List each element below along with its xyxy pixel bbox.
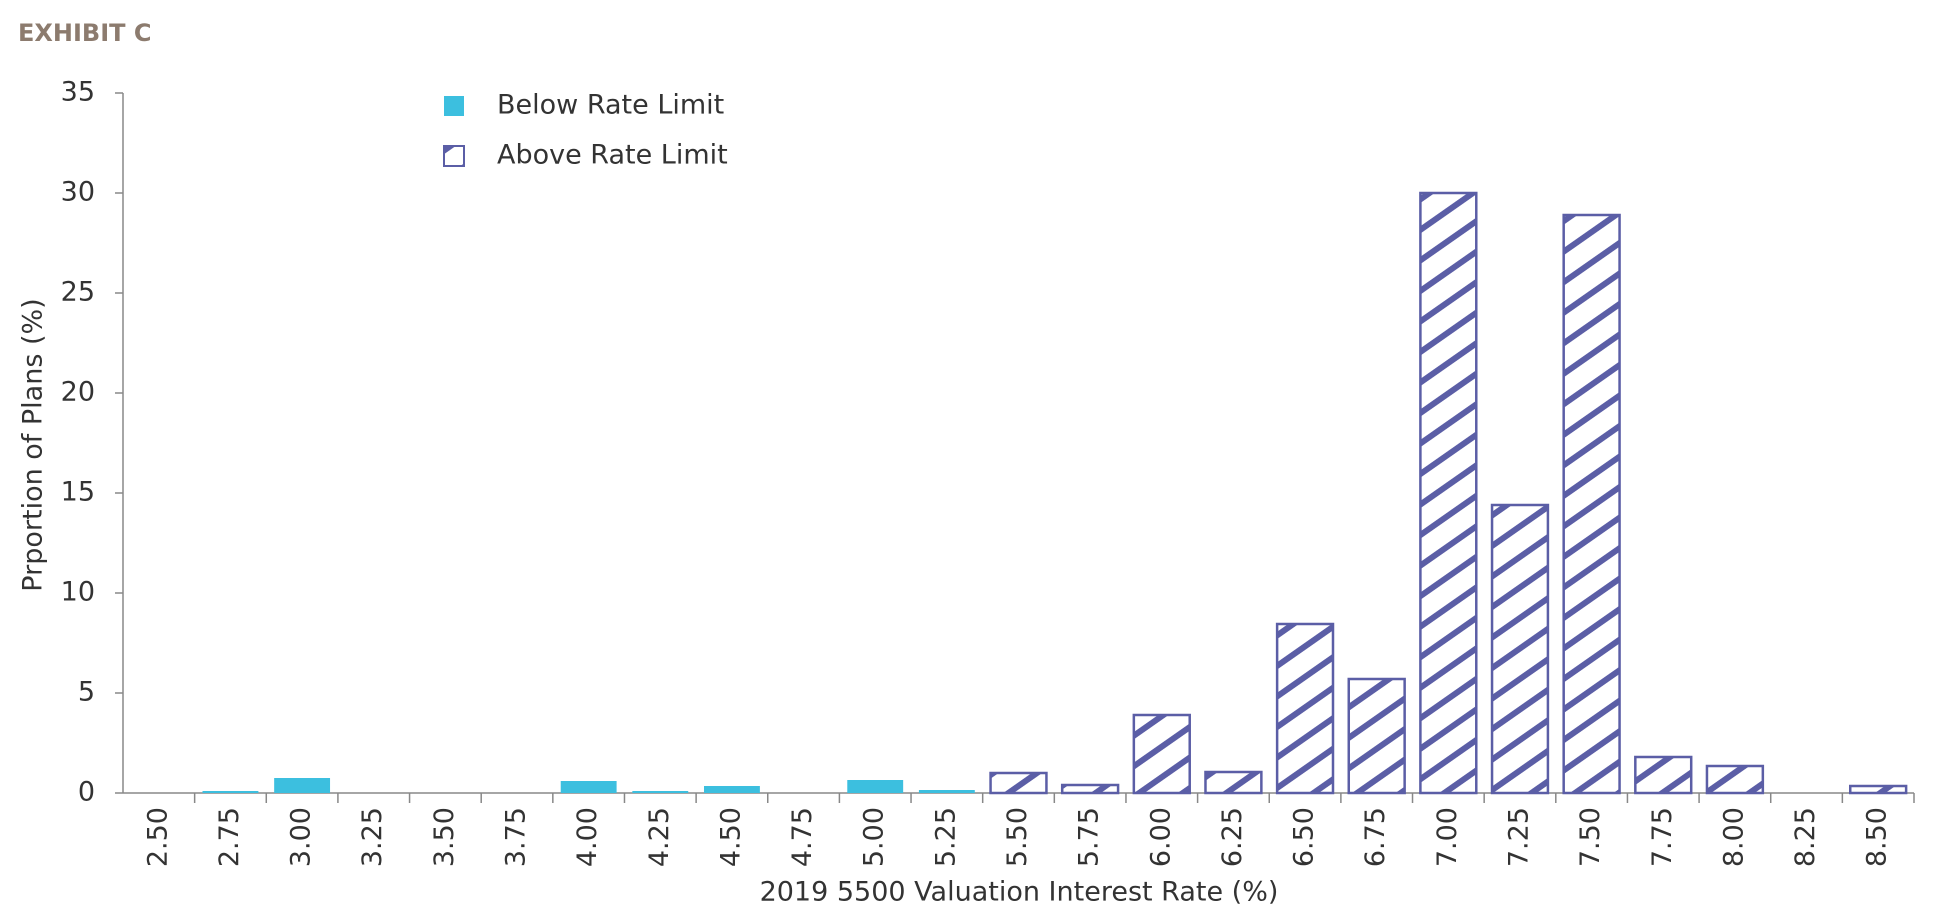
- x-tick-label: 6.75: [1360, 807, 1391, 867]
- x-tick-label: 5.00: [859, 807, 890, 867]
- bar: [989, 771, 1048, 795]
- y-tick-label: 5: [78, 677, 95, 708]
- x-tick-label: 7.25: [1503, 807, 1534, 867]
- x-tick-label: 7.50: [1575, 807, 1606, 867]
- y-tick-label: 25: [61, 277, 95, 308]
- bar: [1204, 770, 1263, 795]
- legend-swatch: [444, 96, 464, 116]
- y-tick-label: 0: [78, 777, 95, 808]
- bar: [632, 791, 689, 793]
- x-tick-label: 4.75: [787, 807, 818, 867]
- y-tick-label: 15: [61, 477, 95, 508]
- x-tick-label: 4.50: [715, 807, 746, 867]
- legend-label: Below Rate Limit: [497, 90, 724, 121]
- x-tick-label: 2.75: [214, 807, 245, 867]
- x-tick-label: 3.50: [429, 807, 460, 867]
- y-tick-label: 20: [61, 377, 95, 408]
- bar: [847, 780, 904, 793]
- y-tick-label: 30: [61, 177, 95, 208]
- x-axis-label: 2019 5500 Valuation Interest Rate (%): [760, 877, 1279, 908]
- x-tick-label: 6.25: [1217, 807, 1248, 867]
- bar: [1060, 783, 1120, 795]
- y-tick-label: 10: [61, 577, 95, 608]
- x-tick-label: 4.25: [644, 807, 675, 867]
- x-tick-label: 6.00: [1145, 807, 1176, 867]
- bar: [918, 790, 975, 793]
- bar: [1275, 622, 1335, 795]
- x-tick-label: 3.00: [286, 807, 317, 867]
- x-tick-label: 5.25: [930, 807, 961, 867]
- x-tick-label: 2.50: [142, 807, 173, 867]
- x-tick-label: 8.25: [1790, 807, 1821, 867]
- y-tick-label: 35: [61, 77, 95, 108]
- bar: [1562, 213, 1621, 795]
- x-tick-label: 5.75: [1074, 807, 1105, 867]
- bar: [1132, 713, 1191, 795]
- x-tick-label: 5.50: [1002, 807, 1033, 867]
- y-axis-label: Prportion of Plans (%): [18, 298, 49, 591]
- bar: [1490, 503, 1550, 795]
- bar: [1347, 677, 1406, 795]
- x-tick-label: 7.00: [1432, 807, 1463, 867]
- bar: [274, 778, 331, 793]
- bar: [1634, 755, 1693, 795]
- x-tick-label: 8.50: [1862, 807, 1893, 867]
- bar: [202, 791, 259, 793]
- bar: [560, 781, 617, 793]
- bar: [1705, 764, 1765, 795]
- x-tick-label: 3.75: [501, 807, 532, 867]
- x-tick-label: 3.25: [357, 807, 388, 867]
- x-tick-label: 7.75: [1647, 807, 1678, 867]
- chart-title: EXHIBIT C: [18, 19, 151, 47]
- bar: [704, 786, 760, 793]
- bar: [1419, 191, 1478, 795]
- legend-swatch: [443, 145, 465, 167]
- x-tick-label: 8.00: [1718, 807, 1749, 867]
- x-tick-label: 4.00: [572, 807, 603, 867]
- legend-label: Above Rate Limit: [497, 140, 728, 171]
- x-tick-label: 6.50: [1289, 807, 1320, 867]
- bar: [1848, 784, 1908, 795]
